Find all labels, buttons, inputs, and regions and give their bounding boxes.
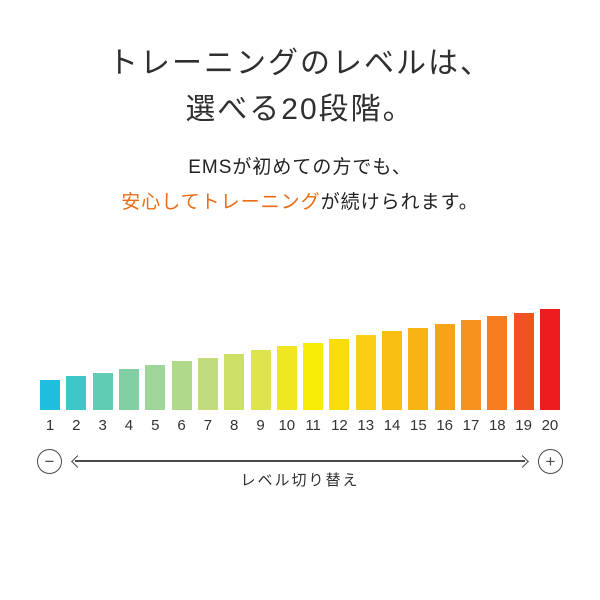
bar-level-6: [171, 361, 192, 410]
level-number-5: 5: [151, 417, 160, 434]
subtitle-highlight: 安心してトレーニング: [121, 192, 321, 213]
bar-level-11: [303, 343, 324, 410]
subtitle-line-2: 安心してトレーニングが続けられます。: [0, 185, 600, 220]
bar-level-19: [513, 313, 534, 410]
slider-label: レベル切り替え: [240, 472, 360, 489]
level-number-20: 20: [541, 417, 559, 434]
level-number-19: 19: [515, 417, 532, 434]
subtitle-line-1: EMSが初めての方でも、: [188, 157, 412, 178]
bar-level-8: [224, 354, 245, 410]
level-number-11: 11: [305, 417, 321, 434]
level-slider: − +: [37, 448, 563, 474]
arrow-left-head: [71, 454, 84, 468]
level-number-13: 13: [357, 417, 375, 434]
bar-level-14: [382, 331, 403, 410]
bar-level-10: [276, 346, 297, 410]
level-number-7: 7: [203, 417, 213, 434]
bars-row: [40, 309, 560, 410]
level-numbers-row: 1 2 3 4 5 6 7 8 9 10 11 12 13 14 15 16 17 18 19 20: [40, 417, 560, 434]
level-number-2: 2: [72, 417, 81, 434]
level-number-15: 15: [410, 417, 427, 434]
level-number-18: 18: [488, 417, 506, 434]
level-number-14: 14: [383, 417, 401, 434]
bar-level-12: [329, 339, 350, 410]
bar-level-17: [461, 320, 481, 410]
level-number-6: 6: [177, 417, 186, 434]
level-number-8: 8: [230, 417, 239, 434]
bar-level-9: [250, 350, 271, 410]
arrow-right-head: [516, 454, 529, 468]
arrow-line: [75, 460, 525, 462]
bar-level-4: [118, 369, 139, 410]
bar-level-1: [40, 380, 60, 410]
title-line-1: トレーニングのレベルは、: [108, 47, 492, 80]
level-number-9: 9: [256, 417, 265, 434]
bar-level-5: [145, 365, 166, 410]
level-number-4: 4: [124, 417, 134, 434]
bar-level-15: [408, 328, 429, 410]
bar-level-13: [355, 335, 376, 410]
plus-icon: +: [538, 448, 563, 474]
level-number-17: 17: [462, 417, 480, 434]
page-title: トレーニングのレベルは、 選べる20段階。: [0, 41, 600, 133]
level-number-1: 1: [45, 417, 55, 434]
level-number-10: 10: [278, 417, 296, 434]
level-number-3: 3: [98, 417, 107, 434]
bar-level-18: [487, 316, 508, 410]
bar-level-16: [434, 324, 455, 410]
level-number-12: 12: [331, 417, 348, 434]
double-arrow-icon: [71, 451, 529, 471]
bar-level-20: [539, 309, 560, 410]
bar-level-7: [197, 358, 218, 410]
bar-level-2: [66, 376, 87, 410]
minus-icon: −: [37, 448, 62, 474]
level-number-16: 16: [436, 417, 454, 434]
subtitle: EMSが初めての方でも、 安心してトレーニングが続けられます。: [0, 150, 600, 220]
title-line-2: 選べる20段階。: [185, 93, 415, 126]
level-bar-chart: 1 2 3 4 5 6 7 8 9 10 11 12 13 14 15 16 17 18 19 20: [40, 309, 560, 434]
bar-level-3: [92, 373, 113, 410]
subtitle-line-2-rest: が続けられます。: [320, 192, 479, 213]
